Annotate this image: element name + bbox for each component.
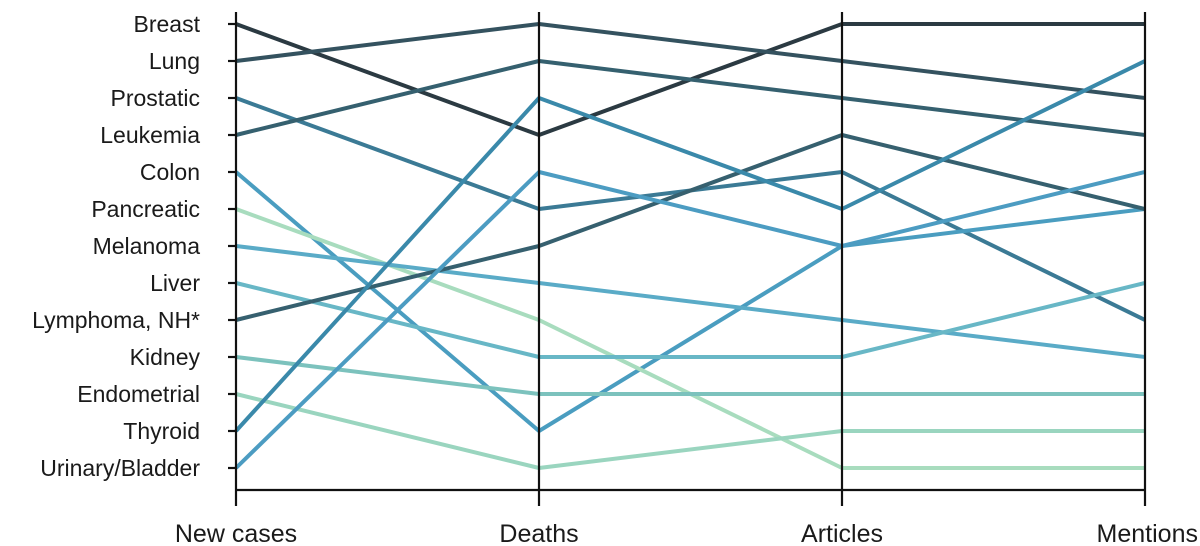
rank-label-breast: Breast xyxy=(134,11,201,37)
axis-title-articles: Articles xyxy=(801,520,883,546)
rank-labels: Breast Lung Prostatic Leukemia Colon Pancreat… xyxy=(32,11,200,481)
rank-label-melanoma: Melanoma xyxy=(93,233,201,259)
rank-label-colon: Colon xyxy=(140,159,200,185)
series-line-leukemia xyxy=(235,59,1146,137)
rank-label-urinary-bladder: Urinary/Bladder xyxy=(40,455,200,481)
rank-label-pancreatic: Pancreatic xyxy=(91,196,200,222)
rank-label-endometrial: Endometrial xyxy=(77,381,200,407)
rank-label-prostatic: Prostatic xyxy=(111,85,200,111)
axis-titles: New cases Deaths Articles Mentions xyxy=(175,520,1198,546)
series-line-colon xyxy=(234,170,1146,433)
series-line-liver xyxy=(235,281,1146,359)
axis-title-deaths: Deaths xyxy=(499,520,578,546)
axis-title-mentions: Mentions xyxy=(1097,520,1198,546)
rank-label-lymphoma-nh: Lymphoma, NH* xyxy=(32,307,200,333)
rank-label-lung: Lung xyxy=(149,48,200,74)
series-line-lymphoma-nh xyxy=(235,133,1146,322)
series-line-urinary-bladder xyxy=(234,170,1146,470)
series-line-thyroid xyxy=(234,59,1146,433)
series-line-endometrial xyxy=(235,392,1145,470)
series-line-lung xyxy=(235,22,1146,100)
series-lines xyxy=(234,22,1146,470)
rank-label-liver: Liver xyxy=(150,270,200,296)
rank-label-thyroid: Thyroid xyxy=(123,418,200,444)
series-line-kidney xyxy=(235,355,1145,396)
axis-title-new-cases: New cases xyxy=(175,520,297,546)
axes xyxy=(228,12,1147,506)
rank-label-kidney: Kidney xyxy=(130,344,201,370)
rank-label-leukemia: Leukemia xyxy=(100,122,200,148)
